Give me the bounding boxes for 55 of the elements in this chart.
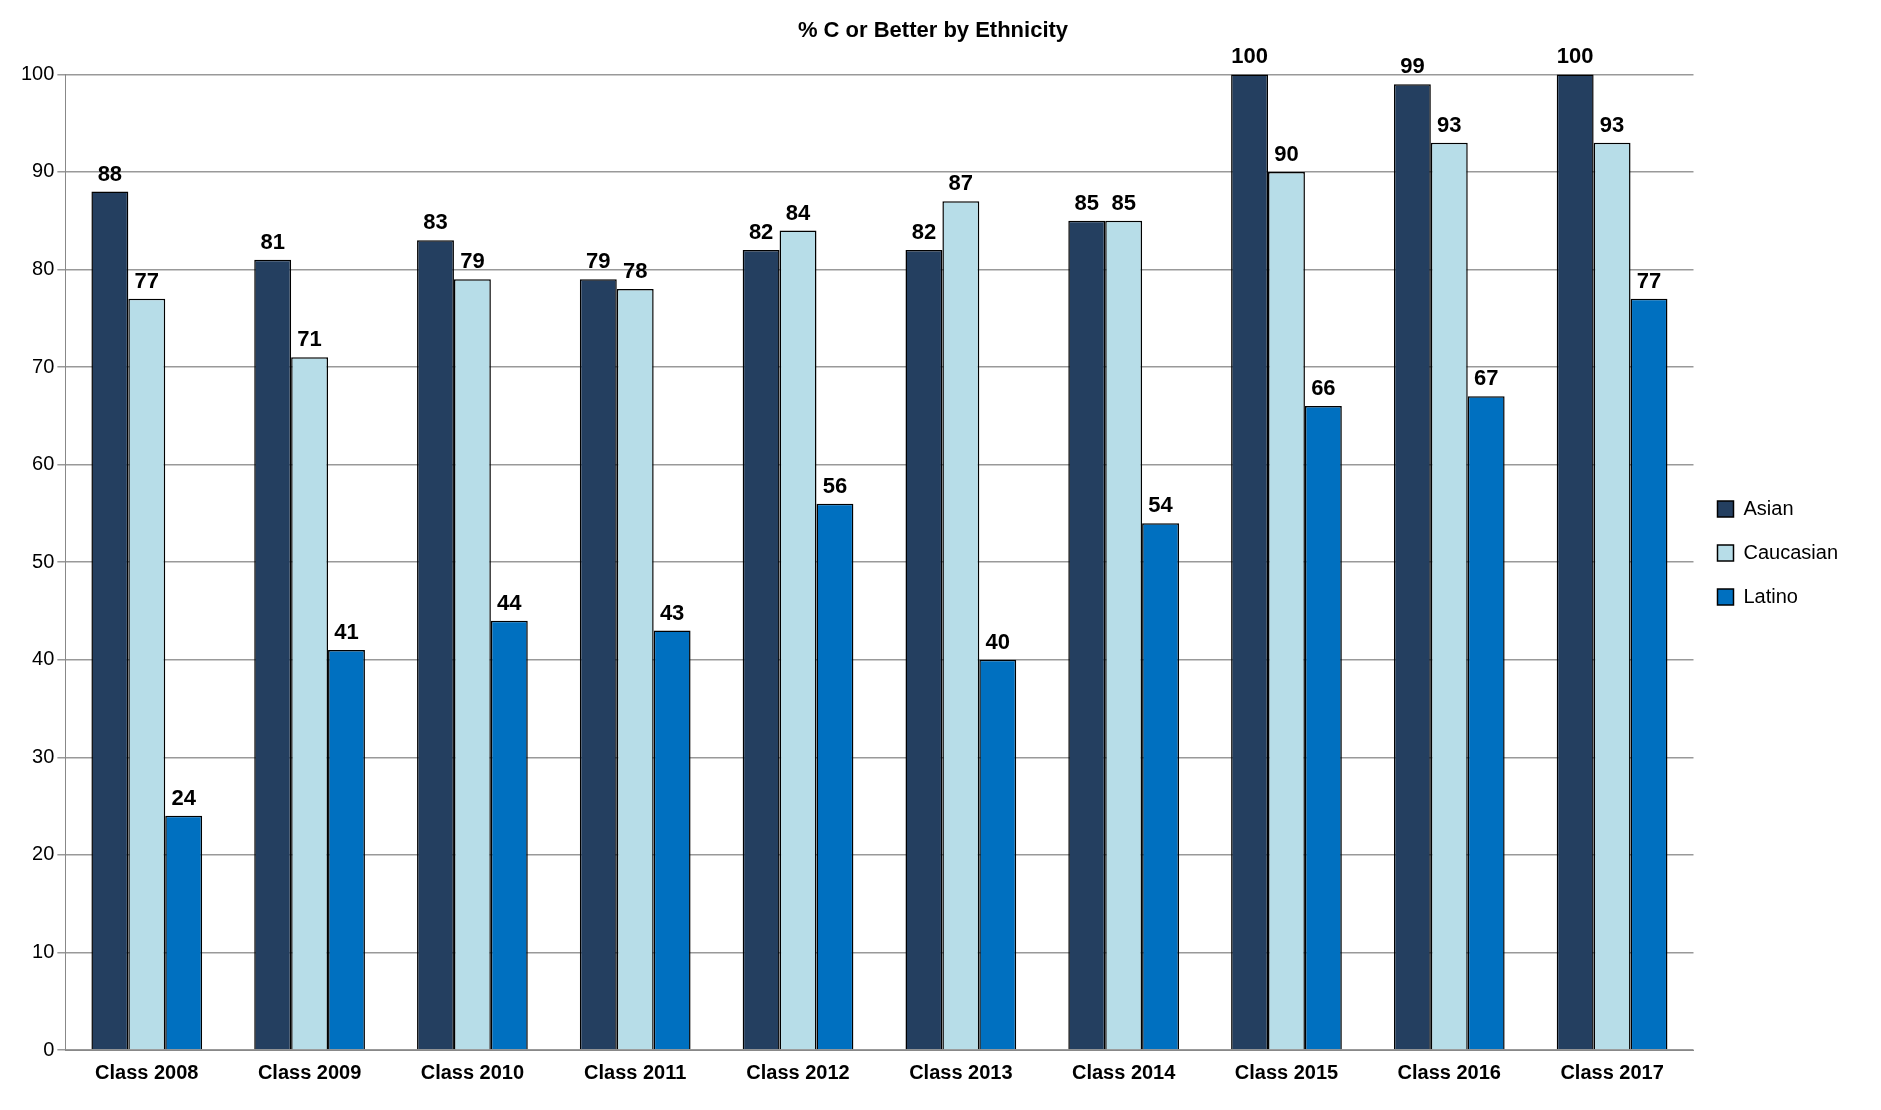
data-label: 77 xyxy=(1636,267,1662,293)
legend-label: Latino xyxy=(1743,584,1798,607)
data-label: 40 xyxy=(985,628,1010,654)
data-label: 82 xyxy=(748,219,774,245)
data-label: 83 xyxy=(423,209,448,235)
data-label: 78 xyxy=(622,258,648,284)
x-tick-label: Class 2014 xyxy=(1071,1060,1177,1083)
x-tick-label: Class 2015 xyxy=(1234,1060,1339,1083)
data-label: 87 xyxy=(948,170,974,196)
data-label: 100 xyxy=(1556,43,1594,69)
data-label: 71 xyxy=(297,326,322,352)
data-label: 81 xyxy=(260,228,285,254)
y-tick-label: 40 xyxy=(32,647,55,670)
data-label: 41 xyxy=(334,619,359,645)
y-tick-label: 100 xyxy=(20,61,55,84)
data-label: 66 xyxy=(1311,375,1336,401)
data-label: 85 xyxy=(1111,189,1136,215)
legend-label: Caucasian xyxy=(1743,540,1839,563)
x-tick-label: Class 2016 xyxy=(1397,1060,1501,1083)
data-label: 93 xyxy=(1599,111,1625,137)
data-label: 90 xyxy=(1274,141,1299,167)
x-tick-label: Class 2009 xyxy=(257,1060,362,1083)
data-label: 54 xyxy=(1148,492,1174,518)
legend-label: Asian xyxy=(1743,496,1794,519)
x-tick-label: Class 2008 xyxy=(95,1060,199,1083)
data-label: 79 xyxy=(460,248,485,274)
data-label: 56 xyxy=(822,472,848,498)
y-tick-label: 20 xyxy=(32,842,55,865)
y-tick-label: 10 xyxy=(32,939,55,962)
data-label: 85 xyxy=(1074,189,1099,215)
x-tick-label: Class 2013 xyxy=(909,1060,1013,1083)
y-tick-label: 0 xyxy=(43,1037,55,1060)
y-tick-label: 70 xyxy=(32,354,55,377)
x-tick-label: Class 2012 xyxy=(746,1060,850,1083)
data-label: 44 xyxy=(497,589,523,615)
y-tick-label: 90 xyxy=(32,159,55,182)
data-label: 24 xyxy=(171,784,197,810)
data-label: 100 xyxy=(1231,43,1268,69)
y-tick-label: 50 xyxy=(32,549,55,572)
y-tick-label: 80 xyxy=(32,257,55,280)
data-label: 43 xyxy=(659,599,685,625)
x-tick-label: Class 2011 xyxy=(584,1060,687,1083)
data-label: 79 xyxy=(586,248,611,274)
data-label: 99 xyxy=(1400,53,1425,79)
y-tick-label: 30 xyxy=(32,744,55,767)
y-tick-label: 60 xyxy=(32,452,55,475)
data-label: 82 xyxy=(911,219,937,245)
data-label: 77 xyxy=(134,267,160,293)
data-label: 88 xyxy=(97,160,123,186)
data-label: 93 xyxy=(1437,111,1462,137)
chart-title: % C or Better by Ethnicity xyxy=(797,17,1069,43)
x-tick-label: Class 2017 xyxy=(1560,1060,1664,1083)
x-tick-label: Class 2010 xyxy=(420,1060,525,1083)
data-label: 84 xyxy=(785,199,812,225)
data-label: 67 xyxy=(1473,365,1499,391)
